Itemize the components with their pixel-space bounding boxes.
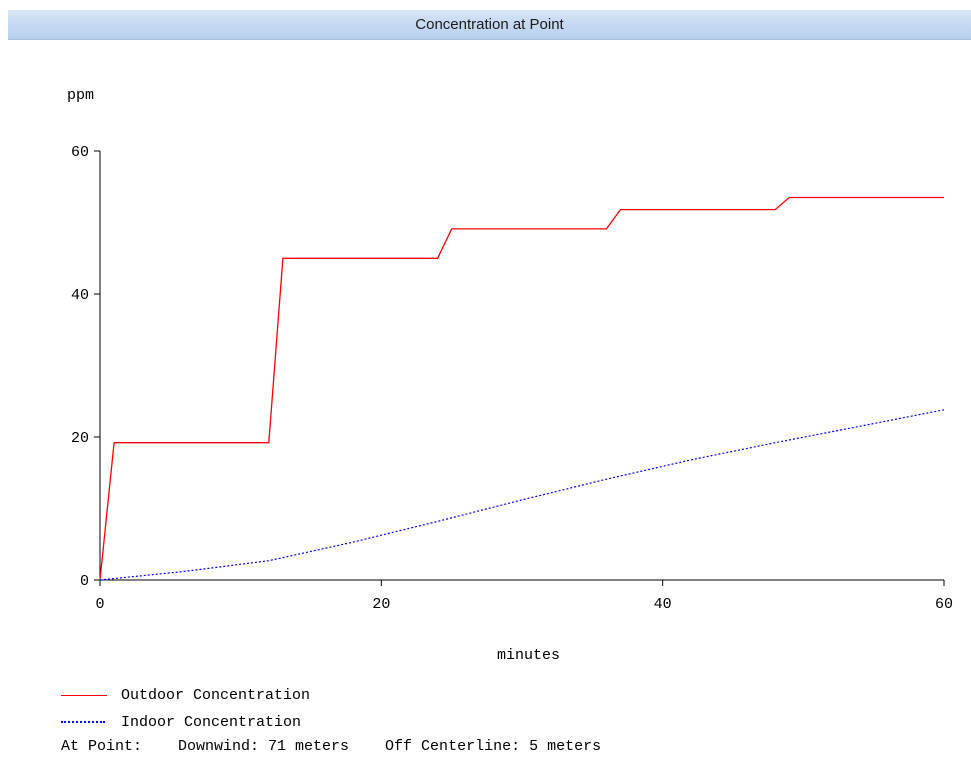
y-axis-label: ppm xyxy=(67,87,95,104)
legend-label-indoor: Indoor Concentration xyxy=(121,713,302,731)
concentration-chart: 0 20 40 60 0 20 40 60 xyxy=(71,144,953,613)
location-info: At Point: Downwind: 71 meters Off Center… xyxy=(61,738,602,755)
legend-swatch-indoor xyxy=(61,721,105,723)
y-tick-label: 40 xyxy=(71,287,89,304)
outdoor-concentration-line xyxy=(99,196,944,581)
x-tick-label: 20 xyxy=(372,596,390,613)
legend-label-outdoor: Outdoor Concentration xyxy=(121,686,311,704)
window-title: Concentration at Point xyxy=(415,16,564,33)
legend-swatch-outdoor xyxy=(61,694,107,696)
y-tick-label: 60 xyxy=(71,144,89,161)
legend-item-indoor: Indoor Concentration xyxy=(61,712,301,732)
x-axis-label: minutes xyxy=(496,647,560,664)
y-tick-label: 20 xyxy=(71,430,89,447)
x-tick-label: 40 xyxy=(654,596,672,613)
indoor-concentration-line xyxy=(99,409,945,581)
x-tick-label: 60 xyxy=(935,596,953,613)
x-tick-label: 0 xyxy=(95,596,104,613)
y-tick-label: 0 xyxy=(80,573,89,590)
window-title-bar: Concentration at Point xyxy=(8,10,971,40)
legend-item-outdoor: Outdoor Concentration xyxy=(61,685,310,705)
